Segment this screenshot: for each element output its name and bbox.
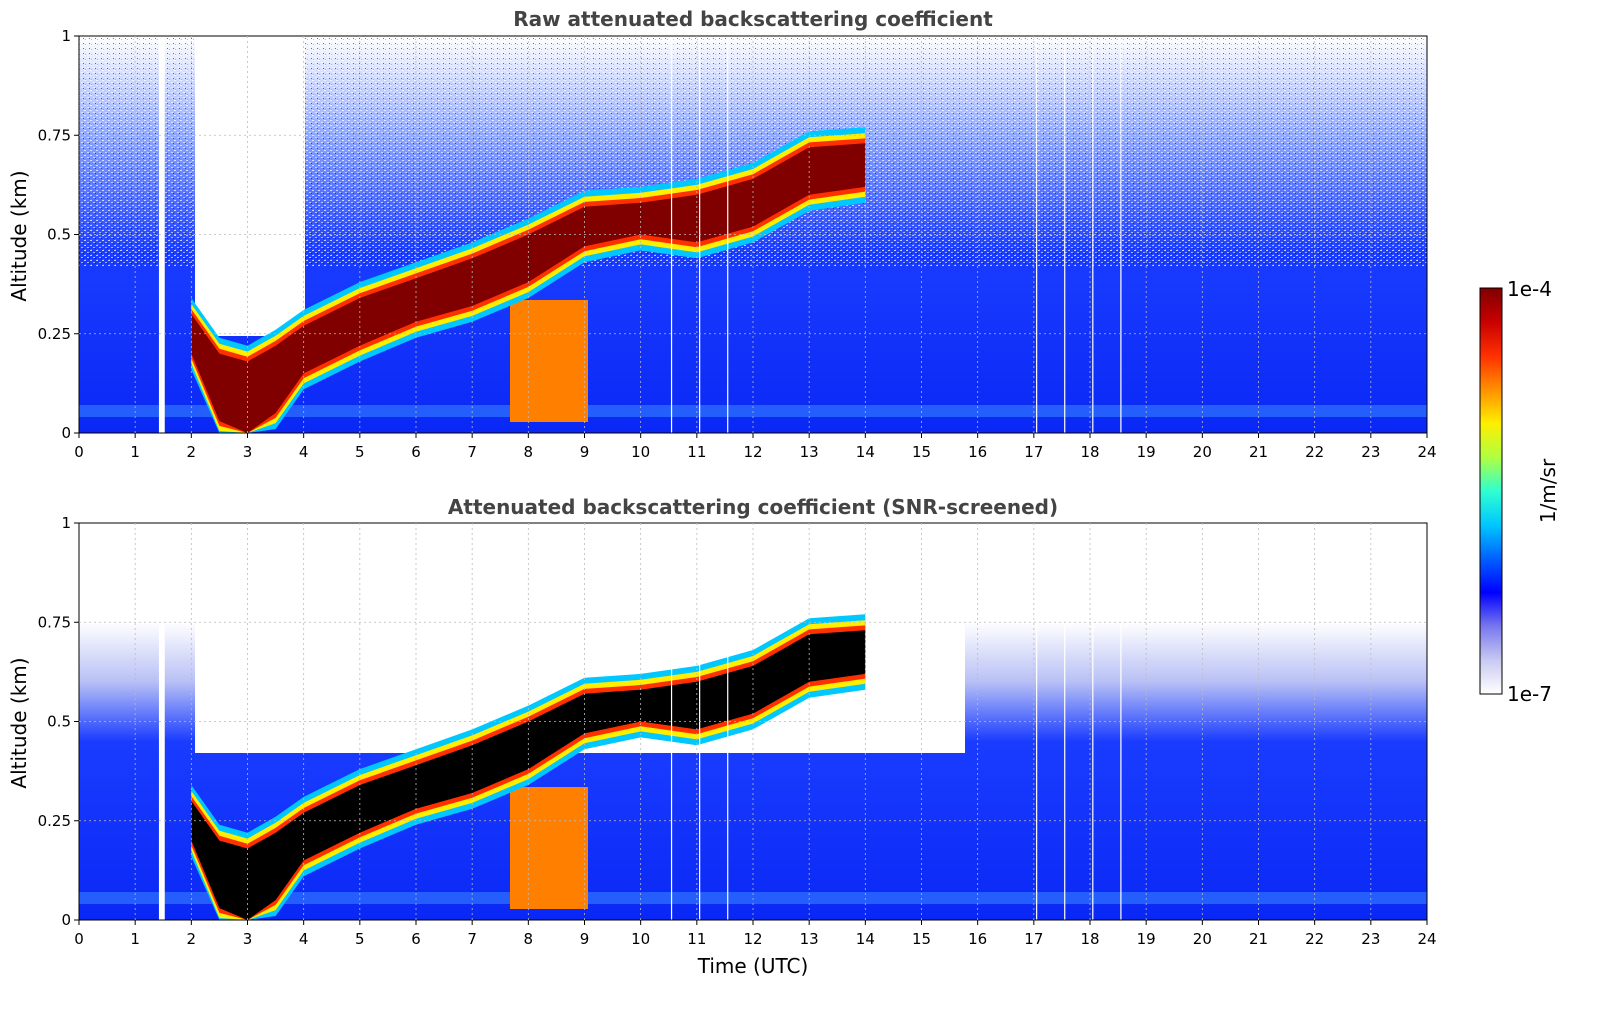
screened-x-tick-label: 22 [1305,930,1324,948]
raw-y-tick-label: 0.25 [38,325,71,343]
screened-x-tick-label: 7 [467,930,477,948]
screened-x-ticks: 0 1 2 3 4 5 6 7 8 9 10 11 12 13 14 15 16 17 18 19 20 21 22 23 24 [74,920,1437,948]
screened-y-tick-label: 0.25 [38,812,71,830]
screened-y-tick-label: 1 [61,514,71,532]
screened-x-tick-label: 10 [631,930,650,948]
raw-x-tick-label: 16 [968,443,987,461]
screened-x-tick-label: 20 [1193,930,1212,948]
raw-backscatter-panel: Raw attenuated backscattering coefficien… [7,7,1437,461]
raw-y-tick-label: 0.75 [38,126,71,144]
screened-x-tick-label: 13 [800,930,819,948]
screened-x-tick-label: 17 [1024,930,1043,948]
screened-x-tick-label: 4 [299,930,309,948]
raw-x-tick-label: 20 [1193,443,1212,461]
raw-gap-line [670,36,673,433]
raw-x-tick-label: 0 [74,443,84,461]
raw-x-tick-label: 17 [1024,443,1043,461]
raw-y-tick-label: 0.5 [47,226,71,244]
screened-x-tick-label: 19 [1137,930,1156,948]
screened-gap-line [1036,523,1038,920]
raw-y-tick-label: 0 [61,424,71,442]
screened-y-tick-label: 0.75 [38,613,71,631]
screened-gap-line [161,523,165,920]
screened-x-tick-label: 1 [130,930,140,948]
raw-x-tick-label: 1 [130,443,140,461]
screened-gap-line [727,523,729,920]
raw-gap-line [1036,36,1038,433]
raw-x-tick-label: 22 [1305,443,1324,461]
screened-gap-line [670,523,673,920]
raw-orange-block [510,300,588,422]
screened-backscatter-panel: Attenuated backscattering coefficient (S… [7,495,1437,978]
raw-x-tick-label: 2 [187,443,197,461]
raw-x-tick-label: 11 [687,443,706,461]
screened-x-tick-label: 18 [1080,930,1099,948]
raw-x-tick-label: 23 [1361,443,1380,461]
colorbar-max-label: 1e-4 [1507,277,1552,301]
raw-x-tick-label: 21 [1249,443,1268,461]
raw-layer-band-3 [191,143,866,433]
screened-x-tick-label: 21 [1249,930,1268,948]
colorbar: 1e-4 1e-7 1/m/sr [1479,277,1560,706]
screened-x-tick-label: 23 [1361,930,1380,948]
raw-x-tick-label: 4 [299,443,309,461]
screened-y-ticks: 0 0.25 0.5 0.75 1 [38,514,79,929]
screened-x-tick-label: 3 [243,930,253,948]
screened-x-tick-label: 16 [968,930,987,948]
raw-x-tick-label: 7 [467,443,477,461]
screened-x-tick-label: 5 [355,930,365,948]
colorbar-gradient [1479,287,1503,695]
raw-x-tick-label: 15 [912,443,931,461]
raw-clear-gap [195,36,305,336]
screened-x-tick-label: 9 [580,930,590,948]
screened-y-tick-label: 0.5 [47,713,71,731]
screened-x-tick-label: 6 [411,930,421,948]
raw-x-tick-label: 24 [1417,443,1436,461]
raw-x-tick-label: 12 [743,443,762,461]
screened-y-axis-label: Altitude (km) [7,657,31,788]
screened-x-tick-label: 15 [912,930,931,948]
raw-x-tick-label: 5 [355,443,365,461]
raw-y-axis-label: Altitude (km) [7,170,31,301]
raw-grid [79,36,1427,433]
raw-x-tick-label: 6 [411,443,421,461]
raw-gap-line [1092,36,1094,433]
screened-orange-block [510,787,588,909]
screened-x-tick-label: 8 [524,930,534,948]
raw-x-tick-label: 3 [243,443,253,461]
screened-x-tick-label: 2 [187,930,197,948]
raw-x-tick-label: 8 [524,443,534,461]
screened-panel-title: Attenuated backscattering coefficient (S… [448,495,1058,519]
raw-y-ticks: 0 0.25 0.5 0.75 1 [38,27,79,442]
raw-x-tick-label: 18 [1080,443,1099,461]
colorbar-min-label: 1e-7 [1507,682,1552,706]
screened-y-tick-label: 0 [61,911,71,929]
screened-x-tick-label: 14 [856,930,875,948]
screened-x-tick-label: 24 [1417,930,1436,948]
raw-gap-line [161,36,165,433]
raw-x-tick-label: 10 [631,443,650,461]
raw-x-tick-label: 9 [580,443,590,461]
raw-x-ticks: 0 1 2 3 4 5 6 7 8 9 10 11 12 13 14 15 16 17 18 19 20 21 22 23 24 [74,433,1437,461]
screened-x-tick-label: 12 [743,930,762,948]
raw-gap-line [727,36,729,433]
raw-x-tick-label: 19 [1137,443,1156,461]
x-axis-label: Time (UTC) [697,954,809,978]
raw-panel-title: Raw attenuated backscattering coefficien… [513,7,993,31]
raw-y-tick-label: 1 [61,27,71,45]
screened-grid [79,523,1427,920]
screened-gap-line [1092,523,1094,920]
colorbar-unit-label: 1/m/sr [1536,458,1560,523]
raw-x-tick-label: 13 [800,443,819,461]
raw-x-tick-label: 14 [856,443,875,461]
screened-x-tick-label: 0 [74,930,84,948]
screened-layer-band-3 [191,630,866,920]
screened-x-tick-label: 11 [687,930,706,948]
